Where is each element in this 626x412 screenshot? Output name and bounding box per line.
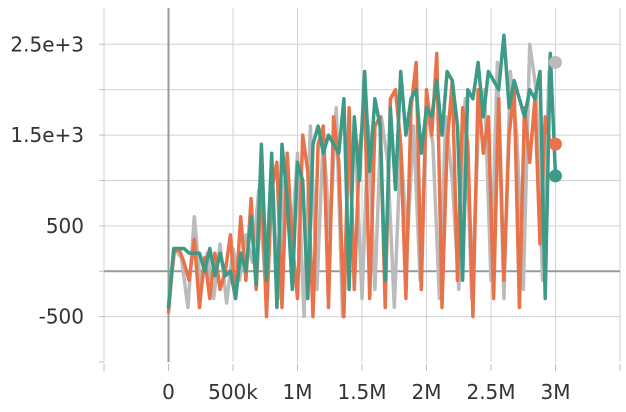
x-tick-label: 2M [412, 380, 442, 404]
series-end-marker-1 [549, 55, 562, 69]
series-end-marker-2 [549, 137, 562, 151]
x-tick-label: 3M [541, 380, 571, 404]
y-tick-label: 1.5e+3 [10, 123, 84, 147]
x-tick-label: 2.5M [466, 380, 515, 404]
y-tick-label: 500 [46, 214, 84, 238]
x-tick-label: 500k [208, 380, 258, 404]
y-tick-label: 2.5e+3 [10, 32, 84, 56]
series-line-3 [166, 33, 558, 310]
x-tick-label: 1M [283, 380, 313, 404]
end-markers [549, 55, 562, 183]
series-lines [166, 33, 558, 319]
tick-labels: -500 500 1.5e+3 2.5e+3 0 500k 1M 1.5M 2M 2.5M 3M [10, 32, 570, 404]
x-tick-label: 0 [162, 380, 175, 404]
series-end-marker-3 [549, 169, 562, 183]
y-tick-label: -500 [39, 305, 84, 329]
x-tick-label: 1.5M [337, 380, 386, 404]
